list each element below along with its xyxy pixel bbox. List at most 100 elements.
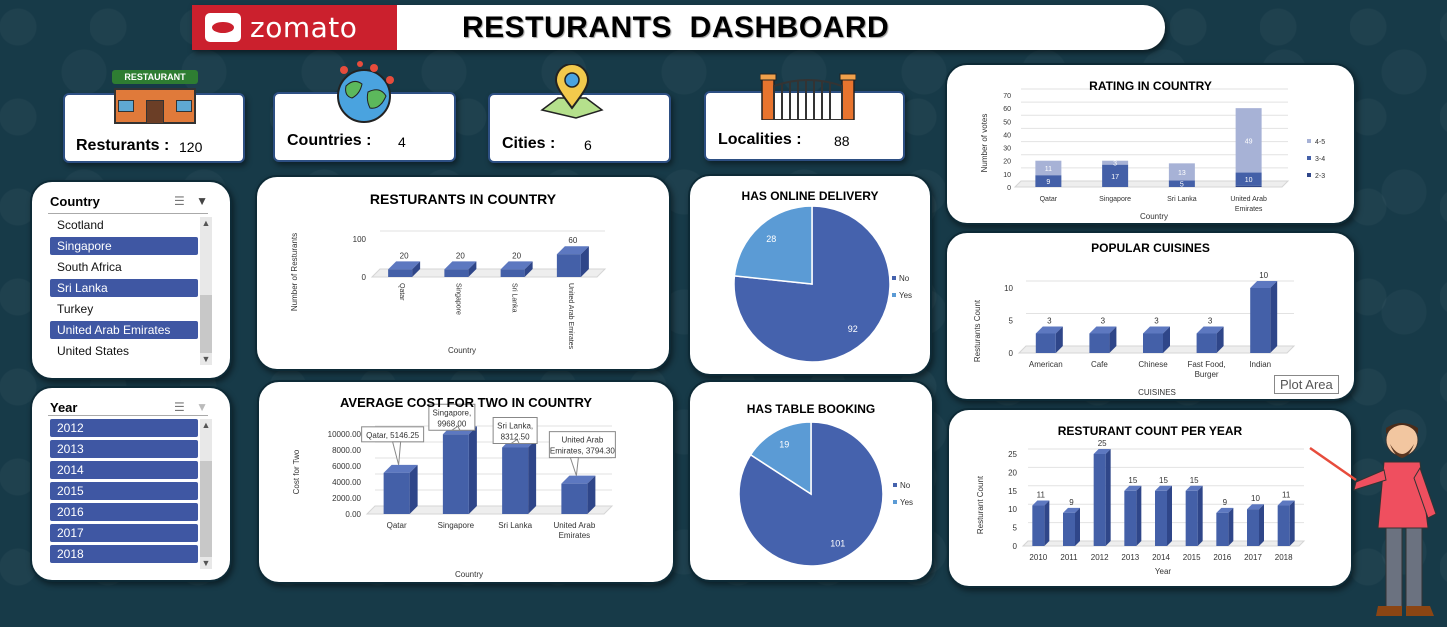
bar: [442, 434, 469, 514]
bar-top: [1063, 507, 1080, 513]
slicer-year-item[interactable]: 2012: [50, 419, 198, 437]
y-tick-label: 40: [1003, 132, 1011, 139]
bar-segment: [1102, 160, 1129, 165]
legend-swatch: [893, 500, 897, 504]
bar-side: [1197, 485, 1203, 546]
bar: [1063, 512, 1075, 546]
data-label: 11: [1037, 491, 1046, 500]
x-tick-label: 2014: [1152, 553, 1170, 562]
callout-pointer: [569, 457, 579, 476]
bar-side: [468, 426, 477, 514]
slicer-year-item[interactable]: 2015: [50, 482, 198, 500]
y-axis-title: Resturant Count: [976, 475, 985, 534]
scroll-thumb[interactable]: [200, 295, 212, 353]
slicer-country-item[interactable]: Sri Lanka: [50, 279, 198, 297]
scroll-up-arrow-icon[interactable]: ▲: [201, 218, 211, 228]
x-tick-label: Emirates: [1235, 206, 1263, 213]
data-label: 3: [1154, 317, 1159, 326]
slicer-year-item[interactable]: 2014: [50, 461, 198, 479]
slicer-year-item[interactable]: 2013: [50, 440, 198, 458]
bar: [1216, 512, 1229, 546]
slice-data-label: 101: [830, 538, 845, 548]
slicer-year-item[interactable]: 2016: [50, 503, 198, 521]
slicer-country-scrollbar[interactable]: ▲ ▼: [200, 217, 212, 365]
slicer-country-item[interactable]: United Arab Emirates: [50, 321, 198, 339]
callout-label: Qatar, 5146.25: [366, 431, 419, 440]
chart-title: HAS ONLINE DELIVERY: [741, 189, 879, 203]
x-tick-label: Singapore: [438, 521, 475, 530]
bar-top: [1155, 485, 1172, 491]
callout-box: [492, 417, 538, 444]
scroll-up-arrow-icon[interactable]: ▲: [201, 420, 211, 430]
chart-title: HAS TABLE BOOKING: [746, 402, 876, 416]
chart-popular-cuisines: POPULAR CUISINES 0 5 10 3 American 3 Cafe 3 Chin…: [945, 231, 1356, 401]
bar: [1247, 509, 1259, 546]
data-label: 25: [1098, 439, 1107, 448]
legend-label: 4-5: [1315, 139, 1325, 146]
slicer-country-item[interactable]: Turkey: [57, 302, 94, 316]
callout-pointer: [391, 441, 402, 465]
x-tick-label: Fast Food,: [1187, 360, 1225, 369]
x-axis-title: Country: [455, 570, 483, 579]
bar-top: [561, 475, 596, 484]
bar-side: [524, 261, 533, 277]
y-tick-label: 2000.00: [332, 494, 361, 503]
bar: [1155, 490, 1167, 546]
kpi-localities-label: Localities :: [718, 131, 802, 148]
data-label: 15: [1190, 476, 1199, 485]
bar-side: [1109, 326, 1117, 353]
bar: [444, 269, 469, 277]
slicer-country-item[interactable]: Scotland: [57, 218, 104, 232]
bar-segment: [1102, 164, 1129, 187]
scroll-down-arrow-icon[interactable]: ▼: [201, 354, 211, 364]
slicer-country-tools: ☰ ▼: [174, 194, 208, 208]
multi-select-icon[interactable]: ☰: [174, 194, 185, 208]
x-tick-label: United Arab: [553, 521, 595, 530]
slicer-year-scrollbar[interactable]: ▲ ▼: [200, 419, 212, 569]
slicer-country-item[interactable]: Singapore: [50, 237, 198, 255]
x-tick-label: 2010: [1029, 553, 1047, 562]
scroll-down-arrow-icon[interactable]: ▼: [201, 558, 211, 568]
slice-data-label: 28: [766, 234, 776, 244]
pie-slice: [749, 421, 812, 496]
x-tick-label: Chinese: [1138, 360, 1168, 369]
clear-filter-icon[interactable]: ▼: [196, 194, 208, 208]
bar-side: [1075, 507, 1080, 546]
bar-segment: [1235, 108, 1262, 173]
slicer-year-item[interactable]: 2017: [50, 524, 198, 542]
bar-top: [1089, 326, 1117, 334]
bar: [1089, 333, 1110, 353]
bar-top: [383, 464, 418, 473]
header-banner: zomato RESTURANTS DASHBOARD: [192, 5, 1165, 50]
slicer-country-item[interactable]: South Africa: [57, 260, 122, 274]
multi-select-icon[interactable]: ☰: [174, 400, 185, 414]
x-axis-title: CUISINES: [1138, 388, 1176, 397]
bar-side: [1163, 326, 1170, 353]
scroll-thumb[interactable]: [200, 461, 212, 557]
y-tick-label: 0: [1007, 185, 1011, 192]
bar: [1035, 333, 1056, 353]
slicer-year-item[interactable]: 2018: [50, 545, 198, 563]
y-tick-label: 0: [362, 273, 367, 282]
zomato-logo: zomato: [192, 5, 397, 50]
bar-side: [580, 246, 589, 277]
bar: [388, 269, 413, 277]
x-tick-label: 2013: [1121, 553, 1139, 562]
kpi-restaurants-label: Resturants :: [76, 137, 170, 154]
legend-swatch: [1307, 173, 1311, 177]
y-tick-label: 70: [1003, 93, 1011, 100]
data-label: 17: [1111, 174, 1119, 181]
x-axis-title: Year: [1155, 567, 1172, 576]
x-axis-title: Country: [1140, 212, 1168, 221]
bar-side: [528, 439, 537, 514]
data-label: 60: [568, 236, 577, 245]
clear-filter-icon[interactable]: ▼: [196, 400, 208, 414]
y-tick-label: 15: [1008, 487, 1017, 496]
slicer-country-item[interactable]: United States: [57, 344, 130, 358]
x-tick-label: Singapore: [454, 283, 461, 315]
bar-side: [587, 475, 596, 514]
chart-table-booking-svg: 101 19 No Yes: [738, 421, 913, 567]
y-tick-label: 0: [1013, 542, 1018, 551]
bar: [1093, 454, 1106, 546]
data-label: 20: [400, 251, 409, 260]
